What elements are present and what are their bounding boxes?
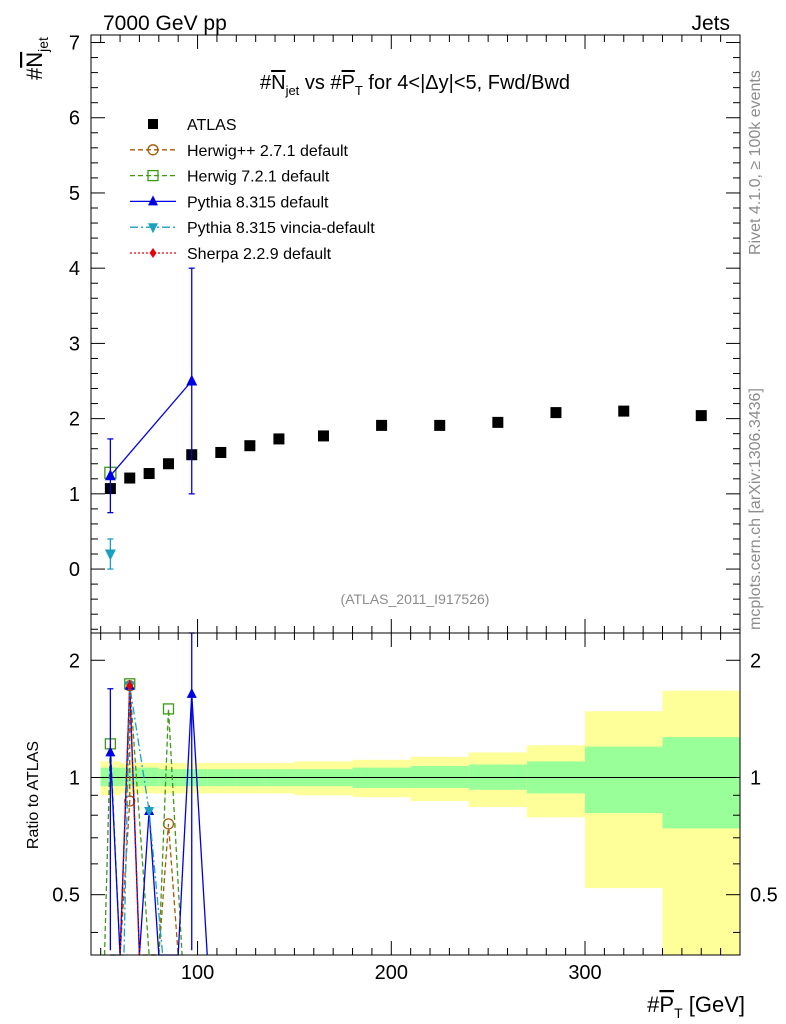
main-point-atlas — [618, 405, 630, 417]
main-point-pythia-8-315-default — [104, 469, 116, 481]
ratio-point-sherpa-2-2-9-default — [126, 680, 134, 691]
main-point-atlas — [492, 416, 504, 428]
legend-label-herwig-2-7-1-default: Herwig++ 2.7.1 default — [187, 143, 349, 160]
main-ytick-label: 6 — [69, 108, 80, 130]
ratio-ytick-label-right: 1 — [750, 767, 761, 789]
main-point-atlas — [162, 458, 174, 470]
ratio-ytick-label-right: 0.5 — [750, 885, 778, 907]
title-n: N — [271, 72, 285, 94]
ratio-ylabel: Ratio to ATLAS — [25, 741, 42, 849]
mcplots-label: mcplots.cern.ch [arXiv:1306.3436] — [747, 388, 764, 630]
main-point-atlas — [434, 419, 446, 431]
main-point-atlas — [124, 472, 136, 484]
main-point-atlas — [376, 419, 388, 431]
title-p: P — [342, 72, 355, 94]
main-ytick-label: 1 — [69, 484, 80, 506]
main-point-atlas — [695, 410, 707, 422]
title-rest: for 4<|Δy|<5, Fwd/Bwd — [363, 72, 570, 94]
main-plot-layer: 0 1 2 3 4 5 6 7 — [69, 33, 741, 633]
legend-marker-atlas — [148, 119, 158, 129]
ratio-line-herwig-2-7-1-default — [110, 685, 179, 956]
rivet-label: Rivet 4.1.0, ≥ 100k events — [747, 70, 764, 255]
title-t: T — [355, 83, 363, 98]
ratio-point-pythia-8-315-vincia-default — [144, 807, 155, 818]
ratio-point-herwig-7-2-1-default — [162, 703, 175, 715]
xlabel-hash: # — [647, 992, 660, 1017]
title-hash: # — [260, 72, 272, 94]
ratio-line-herwig-7-2-1-default — [103, 683, 183, 956]
title-vs: vs # — [299, 72, 342, 94]
main-title: #Njet vs #PT for 4<|Δy|<5, Fwd/Bwd — [260, 72, 570, 98]
main-ytick-label: 0 — [69, 559, 80, 581]
legend: ATLAS Herwig++ 2.7.1 default Herwig 7.2.1 … — [130, 117, 375, 263]
ratio-point-herwig-2-7-1-default — [124, 795, 136, 807]
main-point-atlas — [143, 468, 155, 480]
header-energy: 7000 GeV pp — [103, 12, 227, 35]
legend-marker-pythia-8-315-default — [148, 195, 158, 206]
main-ytick-label: 2 — [69, 409, 80, 431]
ratio-xtick-label: 200 — [375, 962, 408, 984]
main-point-pythia-8-315-vincia-default — [104, 549, 116, 561]
main-point-atlas — [215, 446, 227, 458]
xlabel-unit: [GeV] — [683, 992, 745, 1017]
ylabel-jet: jet — [35, 37, 51, 53]
legend-label-sherpa-2-2-9-default: Sherpa 2.2.9 default — [187, 246, 332, 263]
main-point-atlas — [317, 430, 329, 442]
main-ytick-label: 4 — [69, 258, 80, 280]
main-ytick-label: 5 — [69, 183, 80, 205]
ylabel-hash: # — [22, 67, 47, 80]
legend-marker-pythia-8-315-vincia-default — [148, 223, 158, 234]
main-ytick-label: 7 — [69, 33, 80, 55]
ratio-frame — [90, 632, 741, 956]
ratio-ytick-label-left: 2 — [69, 650, 80, 672]
ratio-xtick-label: 100 — [181, 962, 214, 984]
legend-label-atlas: ATLAS — [187, 117, 237, 134]
title-jet: jet — [285, 83, 300, 98]
header-jets: Jets — [691, 12, 730, 35]
main-point-atlas — [244, 440, 256, 452]
legend-marker-herwig-7-2-1-default — [147, 169, 159, 182]
legend-label-pythia-8-315-default: Pythia 8.315 default — [187, 194, 329, 211]
main-point-atlas — [550, 407, 562, 419]
ratio-band-green-13 — [585, 746, 663, 814]
ratio-plot-layer: 100 200 300 0.5 0.5 1 1 2 2 — [52, 632, 778, 984]
ratio-ytick-label-left: 0.5 — [52, 885, 80, 907]
xlabel: #PT [GeV] — [647, 992, 745, 1021]
legend-marker-herwig-2-7-1-default — [147, 144, 159, 156]
xlabel-p: P — [659, 992, 674, 1017]
ratio-ytick-label-left: 1 — [69, 767, 80, 789]
main-line-pythia-8-315-default — [109, 380, 193, 477]
main-ytick-label: 3 — [69, 333, 80, 355]
legend-label-pythia-8-315-vincia-default: Pythia 8.315 vincia-default — [187, 220, 375, 237]
main-point-pythia-8-315-default — [186, 374, 198, 386]
ratio-band-green-14 — [662, 737, 740, 829]
ratio-xtick-label: 300 — [568, 962, 601, 984]
analysis-label: (ATLAS_2011_I917526) — [341, 591, 490, 607]
legend-marker-sherpa-2-2-9-default — [149, 248, 157, 258]
legend-label-herwig-7-2-1-default: Herwig 7.2.1 default — [187, 169, 330, 186]
main-point-atlas — [273, 433, 285, 445]
xlabel-t: T — [674, 1005, 683, 1021]
main-ylabel: #Njet — [22, 37, 51, 80]
ylabel-n: N — [22, 52, 47, 68]
ratio-ytick-label-right: 2 — [750, 650, 761, 672]
